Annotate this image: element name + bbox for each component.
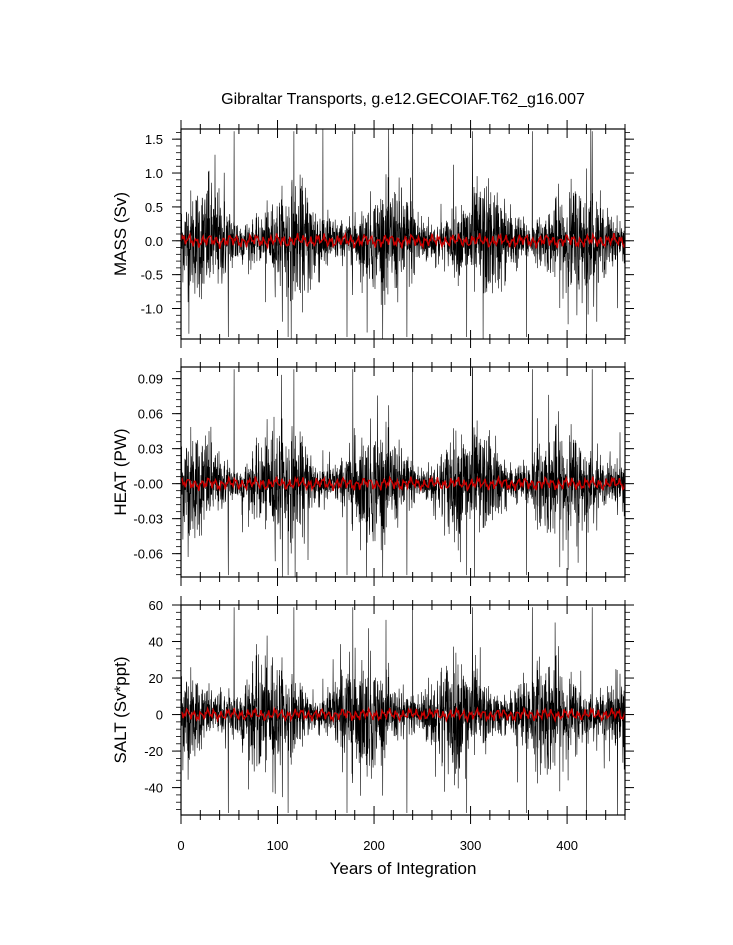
raw-series-3: [180, 607, 626, 816]
y-tick-label: -0.00: [133, 477, 163, 492]
smoothed-series-3: [180, 705, 626, 724]
y-tick-label: -0.5: [141, 268, 163, 283]
y-tick-label: -40: [144, 781, 163, 796]
y-axis-label-3: SALT (Sv*ppt): [111, 656, 130, 763]
smoothed-series-1: [180, 231, 626, 250]
y-tick-label: -0.03: [133, 512, 163, 527]
y-tick-label: 0.0: [145, 234, 163, 249]
y-tick-label: -20: [144, 744, 163, 759]
y-tick-label: 20: [149, 671, 163, 686]
panel-frame-2: [180, 366, 626, 578]
panel-1: 1.5 1.0 0.5 0.0 -0.5 -1.0 MASS (Sv): [111, 120, 634, 348]
y-axis-label-2: HEAT (PW): [111, 428, 130, 515]
x-axis-label: Years of Integration: [330, 859, 477, 878]
y-tick-label: 0.5: [145, 200, 163, 215]
raw-series-1: [180, 128, 626, 340]
y-tick-label: 60: [149, 598, 163, 613]
y-tick-label: -0.06: [133, 547, 163, 562]
x-tick-label: 400: [556, 838, 578, 853]
y-tick-label: 1.5: [145, 132, 163, 147]
y-tick-label: 40: [149, 635, 163, 650]
y-tick-label: 1.0: [145, 166, 163, 181]
smoothed-series-2: [180, 474, 626, 492]
y-tick-label: 0: [156, 708, 163, 723]
panel-3: 60 40 20 0 -20 -40 SALT (Sv*ppt): [111, 596, 634, 824]
y-tick-label: 0.09: [138, 372, 163, 387]
raw-series-2: [180, 366, 626, 578]
x-tick-label: 200: [363, 838, 385, 853]
x-tick-label: 0: [177, 838, 184, 853]
x-tick-label: 100: [267, 838, 289, 853]
y-tick-label: 0.03: [138, 442, 163, 457]
panel-frame-3: [180, 604, 626, 816]
y-tick-label: -1.0: [141, 302, 163, 317]
panel-2: 0.09 0.06 0.03 -0.00 -0.03 -0.06 HEAT (PW): [111, 358, 634, 586]
y-tick-label: 0.06: [138, 407, 163, 422]
y-axis-label-1: MASS (Sv): [111, 192, 130, 276]
chart-title: Gibraltar Transports, g.e12.GECOIAF.T62_…: [221, 91, 585, 108]
x-tick-label: 300: [460, 838, 482, 853]
